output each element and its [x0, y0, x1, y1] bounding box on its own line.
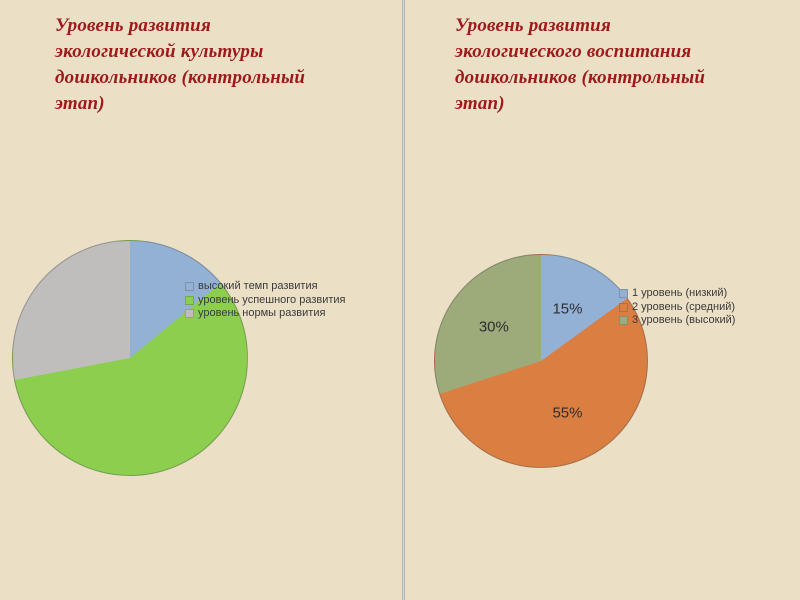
legend-swatch	[619, 316, 628, 326]
title-line: этап)	[55, 93, 105, 114]
title-line: Уровень развития	[55, 15, 211, 36]
right-pie-chart: 15% 55% 30%	[434, 254, 648, 468]
left-chart-title: Уровень развития экологической культуры до…	[55, 13, 375, 117]
title-line: экологического воспитания	[455, 41, 692, 62]
legend-swatch	[185, 295, 194, 305]
legend-label: 2 уровень (средний)	[632, 300, 736, 313]
left-chart-legend: высокий темп развития уровень успешного р…	[185, 280, 346, 321]
right-chart-panel: Уровень развития экологического воспитани…	[405, 0, 800, 600]
pie-slice-label: 30%	[478, 318, 509, 336]
right-chart-legend: 1 уровень (низкий) 2 уровень (средний) 3 у…	[619, 287, 735, 328]
legend-item: уровень успешного развития	[185, 294, 346, 308]
legend-item: 3 уровень (высокий)	[619, 314, 735, 328]
legend-label: высокий темп развития	[198, 280, 318, 293]
legend-label: уровень нормы развития	[198, 307, 326, 320]
title-line: дошкольников (контрольный	[55, 67, 306, 88]
legend-label: 3 уровень (высокий)	[632, 314, 736, 327]
title-line: экологической культуры	[55, 41, 264, 62]
legend-swatch	[185, 282, 194, 292]
right-chart-title: Уровень развития экологического воспитани…	[455, 13, 785, 117]
legend-swatch	[619, 289, 628, 299]
legend-label: уровень успешного развития	[198, 293, 346, 306]
title-line: дошкольников (контрольный	[455, 67, 706, 88]
legend-item: уровень нормы развития	[185, 307, 346, 321]
legend-item: 2 уровень (средний)	[619, 301, 735, 315]
title-line: Уровень развития	[455, 15, 611, 36]
legend-item: 1 уровень (низкий)	[619, 287, 735, 301]
legend-label: 1 уровень (низкий)	[632, 287, 728, 300]
left-pie-chart	[12, 240, 248, 476]
left-chart-panel: Уровень развития экологической культуры до…	[12, 13, 375, 476]
pie-slice-label: 15%	[552, 300, 583, 318]
legend-swatch	[185, 309, 194, 319]
pie-slice-label: 55%	[552, 404, 583, 422]
legend-swatch	[619, 302, 628, 312]
title-line: этап)	[455, 93, 505, 114]
legend-item: высокий темп развития	[185, 280, 346, 294]
slide-divider-line	[402, 0, 405, 600]
